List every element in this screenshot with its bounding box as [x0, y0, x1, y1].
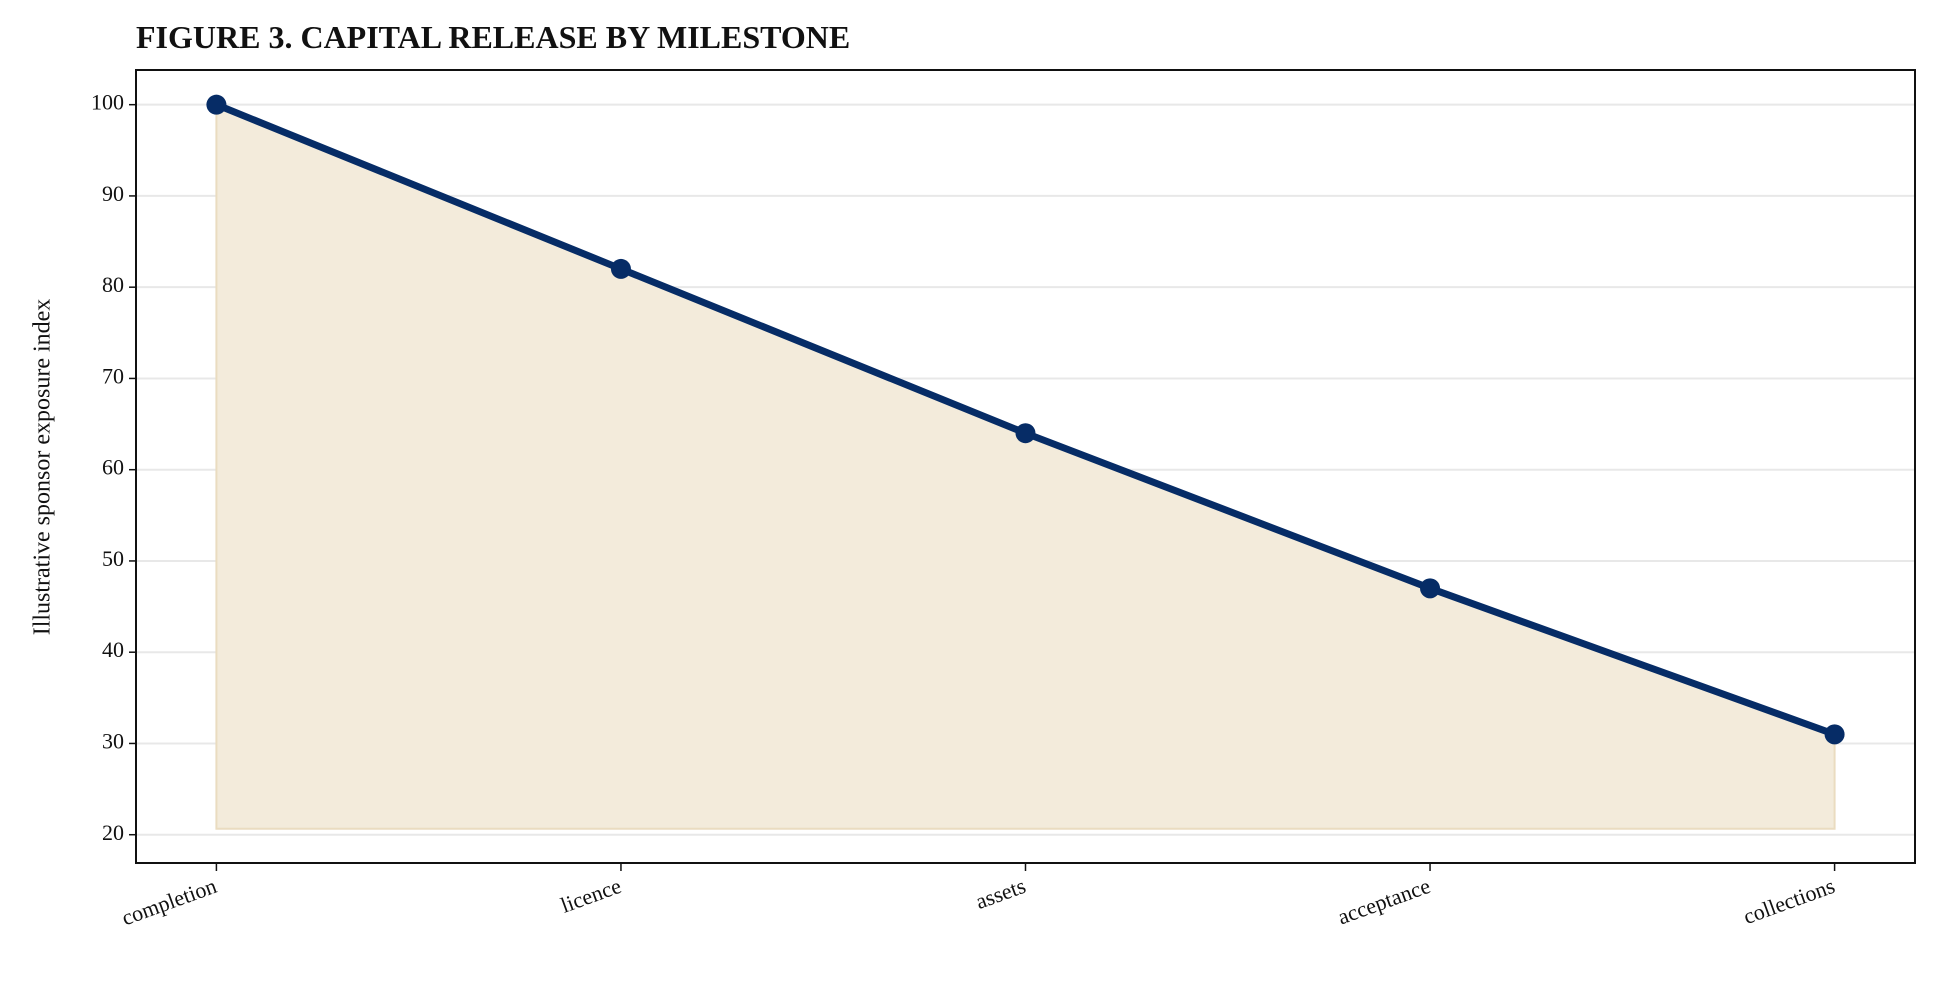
- y-tick-label: 90: [102, 181, 124, 206]
- x-tick-label: licence: [557, 873, 624, 918]
- point: [1824, 724, 1845, 745]
- point: [206, 94, 227, 115]
- y-tick-label: 60: [102, 455, 124, 480]
- x-tick-label: collections: [1740, 873, 1838, 929]
- x-tick-label: completion: [118, 873, 220, 930]
- y-tick-label: 80: [102, 272, 124, 297]
- x-tick-label: acceptance: [1334, 873, 1433, 929]
- chart-title: FIGURE 3. CAPITAL RELEASE BY MILESTONE: [136, 19, 850, 55]
- point: [610, 258, 631, 279]
- y-tick-label: 100: [91, 90, 124, 115]
- y-tick-label: 20: [102, 820, 124, 845]
- y-tick-label: 30: [102, 729, 124, 754]
- area: [215, 103, 1836, 830]
- y-tick-label: 70: [102, 363, 124, 388]
- y-tick-label: 50: [102, 546, 124, 571]
- y-axis-label: Illustrative sponsor exposure index: [30, 299, 56, 636]
- y-tick-label: 40: [102, 637, 124, 662]
- point: [1420, 578, 1441, 599]
- point: [1015, 423, 1036, 444]
- x-tick-label: assets: [972, 873, 1029, 914]
